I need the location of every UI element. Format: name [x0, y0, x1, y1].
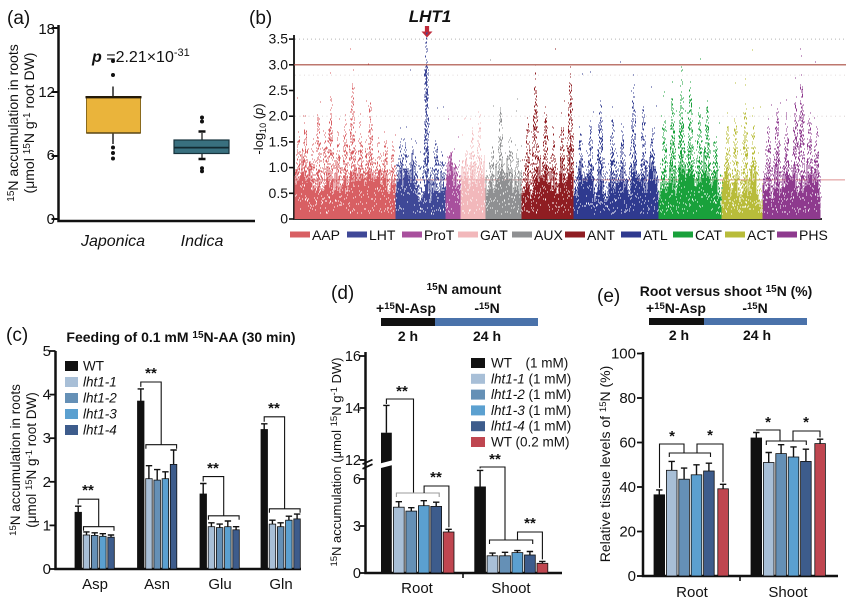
svg-text:(μmol 15N g-1 root DW): (μmol 15N g-1 root DW) [21, 53, 37, 194]
svg-text:12: 12 [38, 84, 55, 101]
svg-text:**: ** [145, 365, 157, 382]
svg-text:lht1-2 (1 mM): lht1-2 (1 mM) [491, 387, 571, 402]
svg-text:3: 3 [43, 430, 51, 447]
svg-text:AUX: AUX [534, 227, 563, 243]
svg-text:0: 0 [628, 568, 636, 585]
svg-text:100: 100 [611, 346, 636, 363]
svg-text:(a): (a) [7, 8, 30, 29]
svg-text:Glu: Glu [208, 576, 231, 593]
svg-text:0: 0 [280, 211, 288, 227]
svg-text:6: 6 [47, 147, 55, 164]
svg-text:**: ** [268, 400, 280, 417]
svg-text:Asp: Asp [82, 576, 108, 593]
svg-text:Indica: Indica [181, 233, 224, 250]
svg-text:LHT1: LHT1 [409, 7, 452, 26]
svg-text:24 h: 24 h [473, 328, 501, 344]
svg-text:(μmol 15N g-1 root DW): (μmol 15N g-1 root DW) [24, 392, 39, 528]
svg-text:12: 12 [345, 453, 361, 469]
svg-text:2.5: 2.5 [269, 82, 289, 98]
svg-text:**: ** [524, 515, 536, 532]
svg-text:WT (0.2 mM): WT (0.2 mM) [491, 435, 570, 450]
svg-text:**: ** [396, 383, 408, 400]
svg-text:PHS: PHS [799, 227, 828, 243]
svg-text:0: 0 [47, 211, 55, 228]
svg-text:**: ** [82, 482, 94, 499]
svg-text:5: 5 [43, 343, 51, 360]
svg-text:1.0: 1.0 [269, 159, 289, 175]
svg-text:LHT: LHT [369, 227, 396, 243]
svg-text:AAP: AAP [312, 227, 340, 243]
svg-text:18: 18 [38, 21, 55, 38]
svg-text:WT (1 mM): WT (1 mM) [491, 356, 568, 371]
svg-text:**: ** [489, 451, 501, 468]
svg-text:0: 0 [43, 561, 51, 578]
svg-text:WT: WT [83, 359, 104, 374]
svg-text:*: * [803, 414, 809, 431]
svg-text:lht1-4 (1 mM): lht1-4 (1 mM) [491, 419, 571, 434]
svg-text:(e): (e) [597, 286, 620, 307]
svg-text:Relative tissue levels of 15N: Relative tissue levels of 15N (%) [597, 366, 613, 563]
svg-text:lht1-1 (1 mM): lht1-1 (1 mM) [491, 371, 571, 386]
svg-text:ACT: ACT [747, 227, 775, 243]
svg-text:-log10 (p): -log10 (p) [251, 103, 268, 154]
svg-text:Root versus shoot 15N (%): Root versus shoot 15N (%) [640, 283, 812, 299]
svg-text:Japonica: Japonica [80, 233, 145, 250]
svg-text:16: 16 [345, 349, 361, 365]
svg-text:3: 3 [353, 519, 361, 535]
svg-text:(b): (b) [249, 8, 272, 29]
svg-text:4: 4 [43, 387, 51, 404]
svg-text:0.5: 0.5 [269, 185, 289, 201]
svg-text:Shoot: Shoot [491, 580, 531, 597]
svg-text:2 h: 2 h [398, 328, 418, 344]
svg-text:Root: Root [676, 584, 709, 601]
svg-text:*: * [707, 427, 713, 444]
svg-text:*: * [765, 414, 771, 431]
svg-text:15N accumulation in roots: 15N accumulation in roots [5, 44, 21, 201]
svg-text:Shoot: Shoot [768, 584, 808, 601]
svg-text:Root: Root [401, 580, 434, 597]
svg-text:lht1-1: lht1-1 [83, 375, 117, 390]
svg-text:(d): (d) [331, 283, 354, 304]
svg-text:(c): (c) [6, 325, 28, 346]
svg-text:15N accumulation in roots: 15N accumulation in roots [8, 384, 23, 536]
svg-text:**: ** [430, 469, 442, 486]
svg-text:80: 80 [619, 390, 636, 407]
svg-text:24 h: 24 h [743, 327, 771, 343]
svg-text:lht1-2: lht1-2 [83, 391, 117, 406]
svg-text:1: 1 [43, 517, 51, 534]
svg-text:lht1-4: lht1-4 [83, 423, 117, 438]
svg-text:3.0: 3.0 [269, 56, 289, 72]
svg-text:**: ** [207, 460, 219, 477]
svg-text:GAT: GAT [480, 227, 508, 243]
svg-text:14: 14 [345, 401, 361, 417]
svg-text:0: 0 [353, 566, 361, 582]
svg-text:p =2.21×10-31: p =2.21×10-31 [91, 47, 190, 66]
svg-text:Gln: Gln [269, 576, 292, 593]
svg-text:15N accumulation (μmol 15N g-1: 15N accumulation (μmol 15N g-1 DW) [329, 357, 344, 566]
svg-text:ANT: ANT [587, 227, 615, 243]
svg-text:2.0: 2.0 [269, 108, 289, 124]
svg-text:Asn: Asn [144, 576, 170, 593]
svg-text:40: 40 [619, 479, 636, 496]
svg-text:6: 6 [353, 472, 361, 488]
svg-text:1.5: 1.5 [269, 133, 289, 149]
svg-text:ProT: ProT [424, 227, 455, 243]
svg-text:lht1-3 (1 mM): lht1-3 (1 mM) [491, 403, 571, 418]
svg-text:60: 60 [619, 435, 636, 452]
svg-text:2 h: 2 h [669, 327, 689, 343]
svg-text:20: 20 [619, 524, 636, 541]
svg-text:ATL: ATL [643, 227, 668, 243]
svg-text:*: * [669, 428, 675, 445]
svg-text:Feeding of 0.1 mM 15N-AA (30 m: Feeding of 0.1 mM 15N-AA (30 min) [66, 329, 295, 345]
svg-text:15N amount: 15N amount [427, 282, 502, 297]
svg-text:CAT: CAT [695, 227, 722, 243]
svg-text:3.5: 3.5 [269, 31, 289, 47]
svg-text:2: 2 [43, 474, 51, 491]
svg-text:lht1-3: lht1-3 [83, 407, 117, 422]
